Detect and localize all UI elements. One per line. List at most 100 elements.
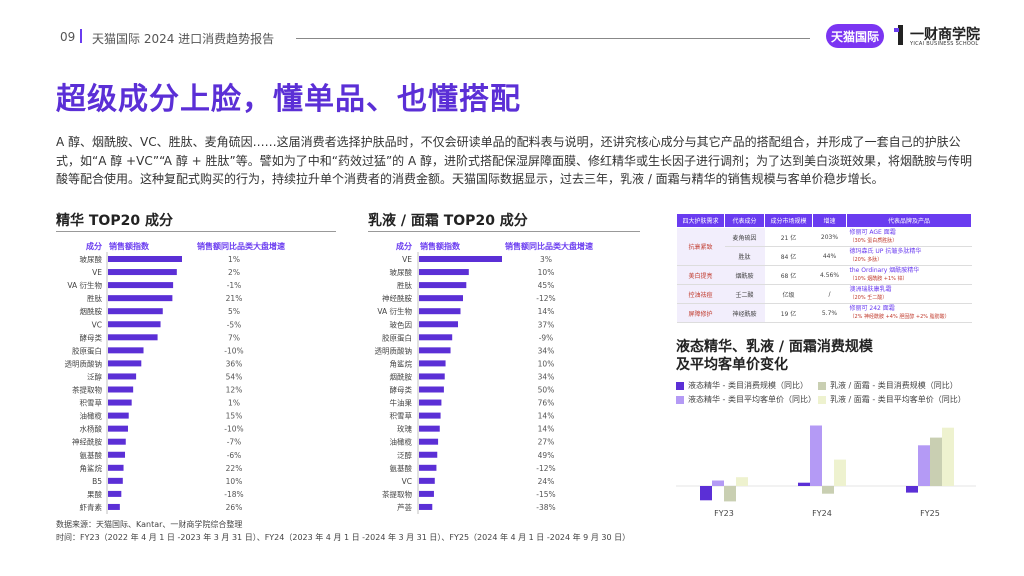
- product-name: 修丽可 AGE 面霜: [849, 229, 896, 236]
- rank-growth-label: -7%: [227, 438, 242, 447]
- rank-growth-label: 10%: [226, 477, 243, 486]
- trend-bar: [700, 486, 712, 501]
- table-cell-need: 美白提亮: [676, 265, 725, 285]
- product-note: （20% 多肽）: [849, 257, 883, 263]
- rank-growth-label: 7%: [228, 333, 240, 342]
- rank-bar: [108, 386, 134, 393]
- trend-bar-chart: FY23 FY24 FY25: [676, 425, 976, 518]
- rank-bar: [419, 360, 446, 367]
- rank-bar: [419, 334, 453, 341]
- header-rule: [296, 38, 810, 39]
- trend-bar: [736, 477, 748, 486]
- rank-growth-label: 37%: [538, 320, 555, 329]
- rank-bar: [108, 490, 122, 497]
- rank-category-label: B5: [92, 477, 102, 486]
- header-separator: [80, 29, 82, 43]
- table-cell-product: 修丽可 AGE 面霜 （30% 蛋白质胜肽）: [846, 227, 972, 247]
- rank-growth-label: -10%: [224, 425, 243, 434]
- rank-category-label: 角鲨烷: [390, 358, 413, 368]
- rank-category-label: 玻尿酸: [80, 254, 103, 264]
- trend-bar: [918, 445, 930, 486]
- trend-category-label: FY24: [812, 509, 832, 518]
- rank-category-label: 氨基酸: [390, 463, 413, 473]
- table-cell-growth: 203%: [812, 227, 847, 247]
- rank-category-label: VC: [92, 320, 102, 329]
- legend-item: 液态精华 - 类目消费规模（同比）: [676, 380, 808, 391]
- rank-growth-label: 12%: [226, 386, 243, 395]
- table-cell-size: 亿级: [764, 284, 813, 304]
- rank-category-label: 酵母类: [80, 332, 103, 342]
- trend-bar: [834, 459, 846, 486]
- rank-category-label: 烟酰胺: [390, 371, 413, 381]
- rank-bar: [419, 464, 437, 471]
- table-header-row: 四大护肤需求 代表成分 成分市场规模 增速 代表品牌及产品: [676, 213, 972, 228]
- rank-bar: [108, 256, 182, 262]
- rank-bar: [419, 295, 463, 302]
- rank-category-label: 积雪草: [390, 411, 413, 421]
- table-cell-product: 澳洲瑞肤康乳霜 （20% 壬二酸）: [846, 284, 972, 304]
- rank-category-label: 酵母类: [390, 385, 413, 395]
- rank-bar: [108, 321, 161, 328]
- product-note: （10% 烟酰胺 +1% 锌）: [849, 276, 908, 282]
- rank-bar: [108, 373, 137, 380]
- legend-label: 乳液 / 面霜 - 类目消费规模（同比）: [830, 381, 958, 390]
- intro-paragraph: A 醇、烟酰胺、VC、胜肽、麦角硫因……这届消费者选择护肤品时，不仅会研读单品的…: [56, 135, 973, 186]
- rank-bar: [108, 269, 177, 276]
- rank-bar: [419, 412, 441, 419]
- rank-bar: [108, 347, 144, 354]
- rank-category-label: 茶提取物: [382, 489, 412, 499]
- rank-growth-label: 54%: [226, 372, 243, 381]
- table-header-growth: 增速: [812, 213, 847, 228]
- rank-bar: [108, 360, 142, 367]
- rank-growth-label: 21%: [226, 294, 243, 303]
- rank-category-label: 泛醇: [87, 371, 102, 381]
- legend-item: 液态精华 - 类目平均客单价（同比）: [676, 394, 816, 405]
- rank-bar: [419, 282, 467, 289]
- rank-category-label: 玫瑰: [397, 424, 412, 434]
- rank-bar: [419, 256, 502, 262]
- trend-bar: [798, 482, 810, 486]
- table-cell-need: 抗衰紧致: [676, 227, 725, 266]
- rank-growth-label: 1%: [228, 255, 240, 264]
- rank-growth-label: -12%: [536, 294, 555, 303]
- rank-bar: [108, 451, 126, 458]
- rank-bar: [108, 334, 158, 341]
- rank-growth-label: 10%: [538, 359, 555, 368]
- trend-title-line1: 液态精华、乳液 / 面霜消费规模: [676, 339, 873, 355]
- rank-bar: [108, 399, 132, 406]
- product-name: 修丽可 242 面霜: [849, 305, 895, 312]
- table-row: 抗衰紧致 麦角硫因 21 亿 203% 修丽可 AGE 面霜 （30% 蛋白质胜肽…: [676, 227, 972, 266]
- rank-bar: [419, 399, 442, 406]
- rank-category-label: 神经酰胺: [72, 437, 102, 447]
- cream-title-rule: [368, 231, 640, 232]
- rank-category-label: 虾青素: [80, 502, 103, 512]
- rank-growth-label: -1%: [227, 281, 242, 290]
- legend-item: 乳液 / 面霜 - 类目消费规模（同比）: [818, 380, 958, 391]
- rank-category-label: VC: [402, 477, 412, 486]
- rank-category-label: VE: [402, 255, 412, 264]
- rank-growth-label: 22%: [226, 464, 243, 473]
- rank-bar: [108, 503, 120, 510]
- table-row: 美白提亮 烟酰胺 68 亿 4.56% the Ordinary 烟酰胺精华 （1…: [676, 265, 972, 285]
- trend-category-label: FY23: [714, 509, 734, 518]
- table-cell-product: the Ordinary 烟酰胺精华 （10% 烟酰胺 +1% 锌）: [846, 265, 972, 285]
- table-cell-ingredient: 壬二酸: [724, 284, 765, 304]
- table-cell-product: 修丽可 242 面霜 （2% 神经酰胺 +4% 胆固醇 +2% 脂肪酸）: [846, 303, 972, 323]
- product-name: 澳洲瑞肤康乳霜: [849, 286, 892, 293]
- cream-chart-title: 乳液 / 面霜 TOP20 成分: [368, 213, 528, 229]
- table-cell-product: 德玛森氏 UP 抗皱多肽精华 （20% 多肽）: [846, 246, 972, 266]
- cream-top20-chart: VE 3% 玻尿酸 10% 胜肽 45% 神经酰胺 -12% VA 衍生物 14% 玻色因 37% 胶原…: [375, 252, 556, 514]
- trend-bar: [810, 425, 822, 486]
- product-name: the Ordinary 烟酰胺精华: [849, 267, 920, 274]
- rank-bar: [108, 282, 174, 289]
- product-name: 德玛森氏 UP 抗皱多肽精华: [849, 248, 922, 255]
- table-row: 屏障修护 神经酰胺 19 亿 5.7% 修丽可 242 面霜 （2% 神经酰胺 +…: [676, 303, 972, 323]
- rank-growth-label: 36%: [226, 359, 243, 368]
- table-cell-growth: 5.7%: [812, 303, 847, 323]
- table-cell-size: 84 亿: [764, 246, 813, 266]
- table-header-need: 四大护肤需求: [676, 213, 725, 228]
- rank-bar: [108, 464, 124, 471]
- rank-category-label: 水杨酸: [80, 424, 103, 434]
- rank-category-label: 胶原蛋白: [382, 332, 412, 342]
- cream-col-growth: 销售额同比品类大盘增速: [505, 242, 593, 251]
